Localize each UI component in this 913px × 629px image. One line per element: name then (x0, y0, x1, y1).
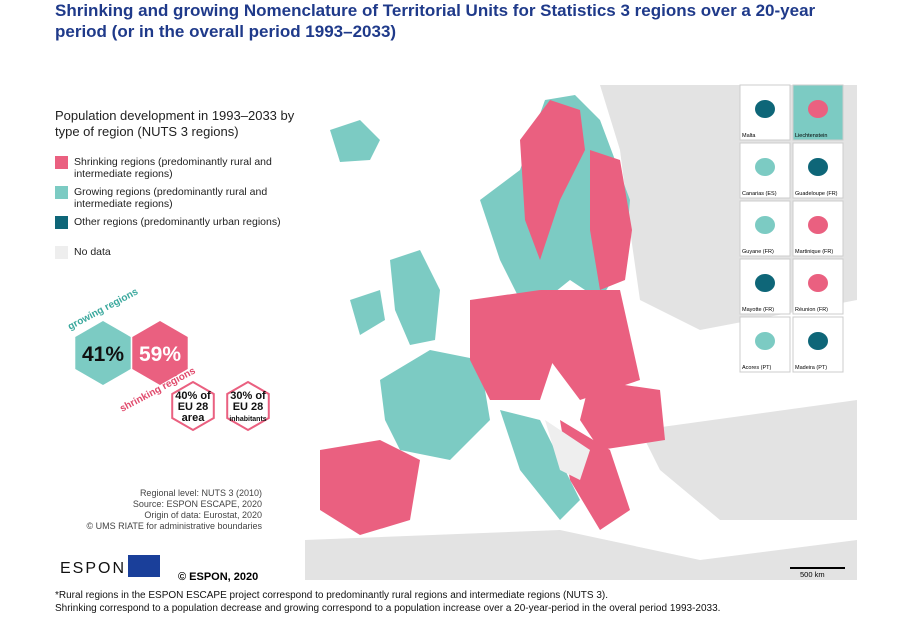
eu-flag (128, 555, 160, 577)
inset-region (755, 332, 775, 350)
legend-item: Shrinking regions (predominantly rural a… (55, 156, 295, 180)
inset-region (808, 216, 828, 234)
inset-label: Réunion (FR) (795, 307, 828, 313)
legend-title: Population development in 1993–2033 by t… (55, 108, 295, 139)
legend-swatch (55, 246, 68, 259)
inset-label: Liechtenstein (795, 133, 827, 139)
footnote: Shrinking correspond to a population dec… (55, 603, 721, 614)
uk (390, 250, 440, 345)
legend-item: Growing regions (predominantly rural and… (55, 186, 295, 210)
inset-region (755, 100, 775, 118)
source-line: Source: ESPON ESCAPE, 2020 (132, 499, 262, 509)
italy (500, 410, 580, 520)
source-line: Regional level: NUTS 3 (2010) (139, 488, 262, 498)
inset-region (808, 100, 828, 118)
stat-value: 41% (82, 343, 124, 366)
east (540, 290, 640, 400)
source-line: Origin of data: Eurostat, 2020 (144, 510, 262, 520)
stat-text: inhabitants (229, 416, 266, 423)
legend-swatch (55, 216, 68, 229)
legend-swatch (55, 156, 68, 169)
inset-label: Malta (742, 133, 756, 139)
scale-label: 500 km (800, 570, 825, 579)
legend-label: Other regions (predominantly urban regio… (74, 216, 281, 228)
land-nonEU (640, 400, 857, 520)
stat-value: 59% (139, 343, 181, 366)
legend-label: Growing regions (predominantly rural and… (74, 186, 268, 210)
legend-item: No data (55, 246, 295, 259)
scandinavia-shrink (520, 100, 585, 260)
no-data (545, 420, 590, 480)
inset-label: Guadeloupe (FR) (795, 191, 838, 197)
legend-label: No data (74, 246, 111, 258)
legend-label: Shrinking regions (predominantly rural a… (74, 156, 272, 180)
inset-region (755, 216, 775, 234)
stat-text: area (182, 412, 206, 424)
hexagon (171, 380, 215, 432)
land-nonEU (305, 530, 857, 580)
inset-region (755, 158, 775, 176)
inset-label: Madeira (PT) (795, 365, 827, 371)
stat-text: 40% of (175, 390, 211, 402)
insets: Malta Liechtenstein Canarias (ES) Guadeloup… (739, 84, 844, 373)
inset-label: Canarias (ES) (742, 191, 777, 197)
hexagon (75, 321, 131, 385)
logo: ESPON (60, 560, 127, 577)
inset-region (808, 158, 828, 176)
ireland (350, 290, 385, 335)
stat-text: EU 28 (233, 401, 264, 413)
hexagon (226, 380, 270, 432)
inset-region (808, 274, 828, 292)
title: Shrinking and growing Nomenclature of Te… (55, 1, 816, 41)
stat-text: 30% of (230, 390, 266, 402)
legend-item: Other regions (predominantly urban regio… (55, 216, 295, 229)
hexagon (132, 321, 188, 385)
inset-region (755, 274, 775, 292)
source-line: © UMS RIATE for administrative boundarie… (86, 521, 262, 531)
inset-label: Martinique (FR) (795, 249, 833, 255)
iceland (330, 120, 380, 162)
inset-region (808, 332, 828, 350)
stat-text: EU 28 (178, 401, 209, 413)
copyright: © ESPON, 2020 (178, 571, 259, 583)
inset-label: Guyane (FR) (742, 249, 774, 255)
france (380, 350, 490, 460)
iberia (320, 440, 420, 535)
legend-swatch (55, 186, 68, 199)
finland (590, 150, 632, 290)
romania (580, 380, 665, 450)
central (470, 290, 560, 400)
footnote: *Rural regions in the ESPON ESCAPE proje… (55, 590, 609, 601)
inset-label: Mayotte (FR) (742, 307, 774, 313)
inset-label: Acores (PT) (742, 365, 772, 371)
